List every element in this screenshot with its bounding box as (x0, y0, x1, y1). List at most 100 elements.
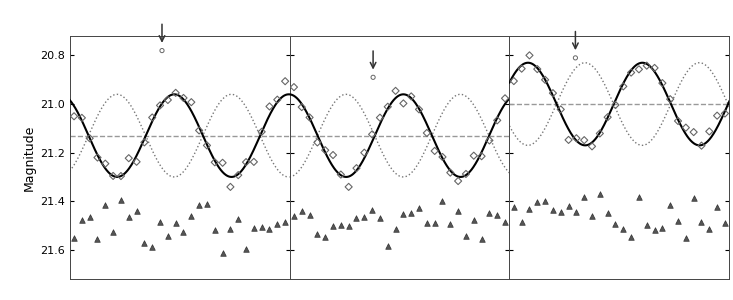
Point (491, 212, 503, 217)
Point (610, 103, 622, 107)
Point (130, 159, 142, 164)
Point (248, 226, 259, 231)
Point (688, 195, 699, 200)
Point (680, 125, 692, 130)
Point (382, 104, 394, 109)
Point (224, 226, 236, 231)
Point (468, 153, 479, 158)
Point (139, 140, 150, 145)
Point (578, 195, 590, 200)
Point (154, 219, 166, 224)
Point (531, 67, 543, 71)
Point (343, 184, 355, 189)
Point (570, 56, 581, 60)
Point (711, 113, 723, 118)
Point (279, 219, 291, 224)
Point (484, 210, 496, 215)
Point (657, 81, 668, 85)
Point (358, 215, 370, 220)
Point (209, 228, 221, 232)
Point (625, 70, 637, 75)
Point (586, 214, 598, 218)
Point (594, 131, 605, 136)
Point (100, 203, 111, 208)
Point (688, 130, 699, 134)
Point (531, 200, 543, 205)
Point (264, 226, 276, 231)
Point (397, 101, 409, 106)
Y-axis label: Magnitude: Magnitude (23, 124, 36, 191)
Point (92, 155, 103, 160)
Point (170, 221, 182, 226)
Point (232, 217, 244, 222)
Point (84, 136, 95, 141)
Point (594, 192, 605, 197)
Point (194, 128, 205, 133)
Point (366, 208, 378, 212)
Point (327, 224, 339, 229)
Point (610, 222, 622, 227)
Point (586, 144, 598, 149)
Point (437, 198, 449, 203)
Point (657, 225, 668, 230)
Point (217, 160, 229, 165)
Point (437, 154, 449, 159)
Point (123, 156, 135, 161)
Point (625, 234, 637, 239)
Point (429, 148, 441, 153)
Point (147, 244, 158, 249)
Point (696, 143, 707, 148)
Point (312, 232, 323, 236)
Point (547, 91, 559, 96)
Point (217, 250, 229, 255)
Point (177, 95, 189, 100)
Point (382, 243, 394, 248)
Point (248, 160, 259, 164)
Point (232, 173, 244, 178)
Point (107, 230, 119, 234)
Point (366, 132, 378, 137)
Point (523, 53, 535, 58)
Point (84, 214, 95, 219)
Point (296, 209, 308, 214)
Point (711, 205, 723, 210)
Point (460, 172, 472, 176)
Point (374, 215, 386, 220)
Point (123, 215, 135, 220)
Point (555, 210, 567, 215)
Point (570, 210, 582, 215)
Point (523, 207, 535, 212)
Point (602, 115, 614, 120)
Point (68, 236, 80, 241)
Point (570, 136, 582, 141)
Point (413, 205, 425, 210)
Point (224, 184, 236, 189)
Point (170, 90, 182, 95)
Point (516, 66, 528, 71)
Point (641, 223, 652, 227)
Point (633, 194, 645, 199)
Point (154, 103, 166, 108)
Point (147, 115, 158, 120)
Point (156, 48, 168, 53)
Point (92, 236, 103, 241)
Point (476, 154, 487, 159)
Point (499, 220, 511, 224)
Point (405, 210, 417, 215)
Point (115, 174, 127, 178)
Point (303, 212, 315, 217)
Point (177, 230, 189, 235)
Point (320, 234, 331, 239)
Point (350, 216, 362, 220)
Point (452, 209, 464, 214)
Point (460, 233, 472, 238)
Point (508, 205, 520, 210)
Point (256, 129, 268, 134)
Point (444, 170, 456, 175)
Point (139, 241, 150, 246)
Point (320, 148, 331, 153)
Point (680, 236, 692, 241)
Point (194, 202, 205, 207)
Point (672, 118, 684, 123)
Point (617, 227, 629, 232)
